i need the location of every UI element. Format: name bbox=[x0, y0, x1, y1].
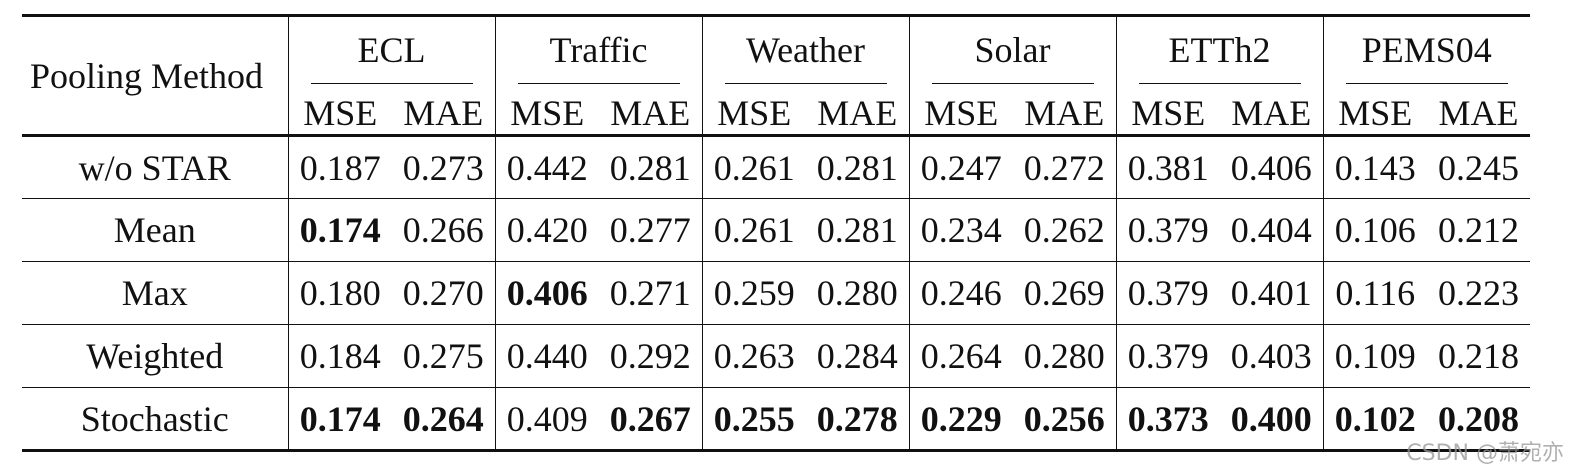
dataset-header-traffic: Traffic bbox=[494, 15, 702, 92]
table-cell: 0.273 bbox=[402, 147, 484, 188]
table-cell: 0.269 bbox=[1023, 273, 1105, 313]
table-cell: 0.281 bbox=[816, 147, 898, 188]
table-cell: 0.246 bbox=[908, 261, 1013, 325]
table-cell: 0.271 bbox=[609, 273, 691, 313]
metric-header-mse: MSE bbox=[1322, 91, 1428, 136]
table-cell: 0.379 bbox=[1115, 198, 1220, 262]
metric-header-mae: MAE bbox=[1024, 92, 1105, 133]
table-cell: 0.229 bbox=[908, 387, 1013, 451]
table-cell: 0.116 bbox=[1322, 261, 1428, 325]
metric-header-mae: MAE bbox=[403, 92, 484, 133]
table-cell: 0.442 bbox=[494, 135, 599, 199]
table-cell: 0.102 bbox=[1322, 387, 1428, 451]
table-cell: 0.174 bbox=[287, 387, 392, 451]
table-cell: 0.280 bbox=[1023, 336, 1105, 376]
table-cell: 0.270 bbox=[402, 273, 484, 313]
metric-header-mse: MSE bbox=[908, 91, 1013, 136]
table-row: Stochastic 0.174 0.264 0.409 0.267 0.255… bbox=[22, 387, 1531, 451]
header-metric-row: MSE MAE MSE MAE MSE MAE MSE MAE MSE MAE … bbox=[22, 91, 1531, 136]
row-method-label: w/o STAR bbox=[78, 147, 231, 188]
table-cell: 0.420 bbox=[494, 198, 599, 262]
table-cell: 0.284 bbox=[816, 336, 898, 376]
table-cell: 0.267 bbox=[609, 398, 691, 439]
table-cell: 0.262 bbox=[1023, 210, 1105, 250]
table-cell: 0.379 bbox=[1115, 324, 1220, 388]
table-cell: 0.174 bbox=[287, 198, 392, 262]
table-cell: 0.208 bbox=[1438, 398, 1520, 439]
table-cell: 0.234 bbox=[908, 198, 1013, 262]
metric-header-mae: MAE bbox=[1438, 92, 1519, 133]
table-cell: 0.277 bbox=[609, 210, 691, 250]
dataset-header-ecl: ECL bbox=[287, 15, 495, 92]
table-cell: 0.264 bbox=[402, 398, 484, 439]
table-cell: 0.223 bbox=[1438, 273, 1520, 313]
row-method-label: Stochastic bbox=[80, 398, 229, 439]
table-cell: 0.440 bbox=[494, 324, 599, 388]
table-cell: 0.406 bbox=[1230, 147, 1312, 188]
metric-header-mse: MSE bbox=[1115, 91, 1220, 136]
metric-header-mae: MAE bbox=[1231, 92, 1312, 133]
table-cell: 0.409 bbox=[494, 387, 599, 451]
table-cell: 0.266 bbox=[402, 210, 484, 250]
table-row: w/o STAR 0.187 0.273 0.442 0.281 0.261 0… bbox=[22, 135, 1530, 199]
table-cell: 0.256 bbox=[1023, 398, 1105, 439]
results-table-container: Pooling Method ECL Traffic Weather Solar… bbox=[22, 14, 1531, 452]
table-cell: 0.373 bbox=[1115, 387, 1220, 451]
table-cell: 0.143 bbox=[1322, 135, 1428, 199]
table-cell: 0.401 bbox=[1230, 273, 1312, 313]
dataset-header-pems04: PEMS04 bbox=[1322, 15, 1531, 92]
metric-header-mae: MAE bbox=[817, 92, 898, 133]
table-cell: 0.281 bbox=[609, 147, 691, 188]
table-cell: 0.381 bbox=[1115, 135, 1220, 199]
table-cell: 0.400 bbox=[1230, 398, 1312, 439]
table-cell: 0.278 bbox=[816, 398, 898, 439]
metric-header-mse: MSE bbox=[701, 91, 806, 136]
table-cell: 0.272 bbox=[1023, 147, 1105, 188]
table-cell: 0.259 bbox=[701, 261, 806, 325]
table-cell: 0.264 bbox=[908, 324, 1013, 388]
table-cell: 0.379 bbox=[1115, 261, 1220, 325]
table-cell: 0.275 bbox=[402, 336, 484, 376]
table-cell: 0.184 bbox=[287, 324, 392, 388]
table-cell: 0.245 bbox=[1438, 147, 1520, 188]
row-method-label: Max bbox=[121, 273, 188, 313]
metric-header-mse: MSE bbox=[494, 91, 599, 136]
metric-header-mae: MAE bbox=[610, 92, 691, 133]
dataset-header-solar: Solar bbox=[908, 15, 1116, 92]
table-cell: 0.261 bbox=[701, 135, 806, 199]
header-dataset-row: Pooling Method ECL Traffic Weather Solar… bbox=[22, 15, 1531, 96]
table-cell: 0.403 bbox=[1230, 336, 1312, 376]
table-cell: 0.281 bbox=[816, 210, 898, 250]
dataset-header-weather: Weather bbox=[701, 15, 909, 92]
pooling-method-header: Pooling Method bbox=[30, 55, 264, 96]
table-cell: 0.280 bbox=[816, 273, 898, 313]
table-cell: 0.261 bbox=[701, 198, 806, 262]
table-cell: 0.212 bbox=[1438, 210, 1520, 250]
table-cell: 0.187 bbox=[287, 135, 392, 199]
table-cell: 0.292 bbox=[609, 336, 691, 376]
metric-header-mse: MSE bbox=[287, 91, 392, 136]
table-cell: 0.406 bbox=[494, 261, 599, 325]
table-cell: 0.255 bbox=[701, 387, 806, 451]
dataset-header-etth2: ETTh2 bbox=[1115, 15, 1324, 92]
table-cell: 0.180 bbox=[287, 261, 392, 325]
row-method-label: Mean bbox=[113, 210, 196, 250]
table-cell: 0.404 bbox=[1230, 210, 1312, 250]
table-row: Max 0.180 0.270 0.406 0.271 0.259 0.280 … bbox=[22, 261, 1531, 325]
table-cell: 0.109 bbox=[1322, 324, 1428, 388]
table-cell: 0.263 bbox=[701, 324, 806, 388]
pooling-results-table: Pooling Method ECL Traffic Weather Solar… bbox=[22, 14, 1531, 452]
row-method-label: Weighted bbox=[86, 336, 224, 376]
table-cell: 0.218 bbox=[1438, 336, 1520, 376]
table-cell: 0.247 bbox=[908, 135, 1013, 199]
table-cell: 0.106 bbox=[1322, 198, 1428, 262]
table-row: Weighted 0.184 0.275 0.440 0.292 0.263 0… bbox=[22, 324, 1531, 388]
table-row: Mean 0.174 0.266 0.420 0.277 0.261 0.281… bbox=[22, 198, 1531, 262]
